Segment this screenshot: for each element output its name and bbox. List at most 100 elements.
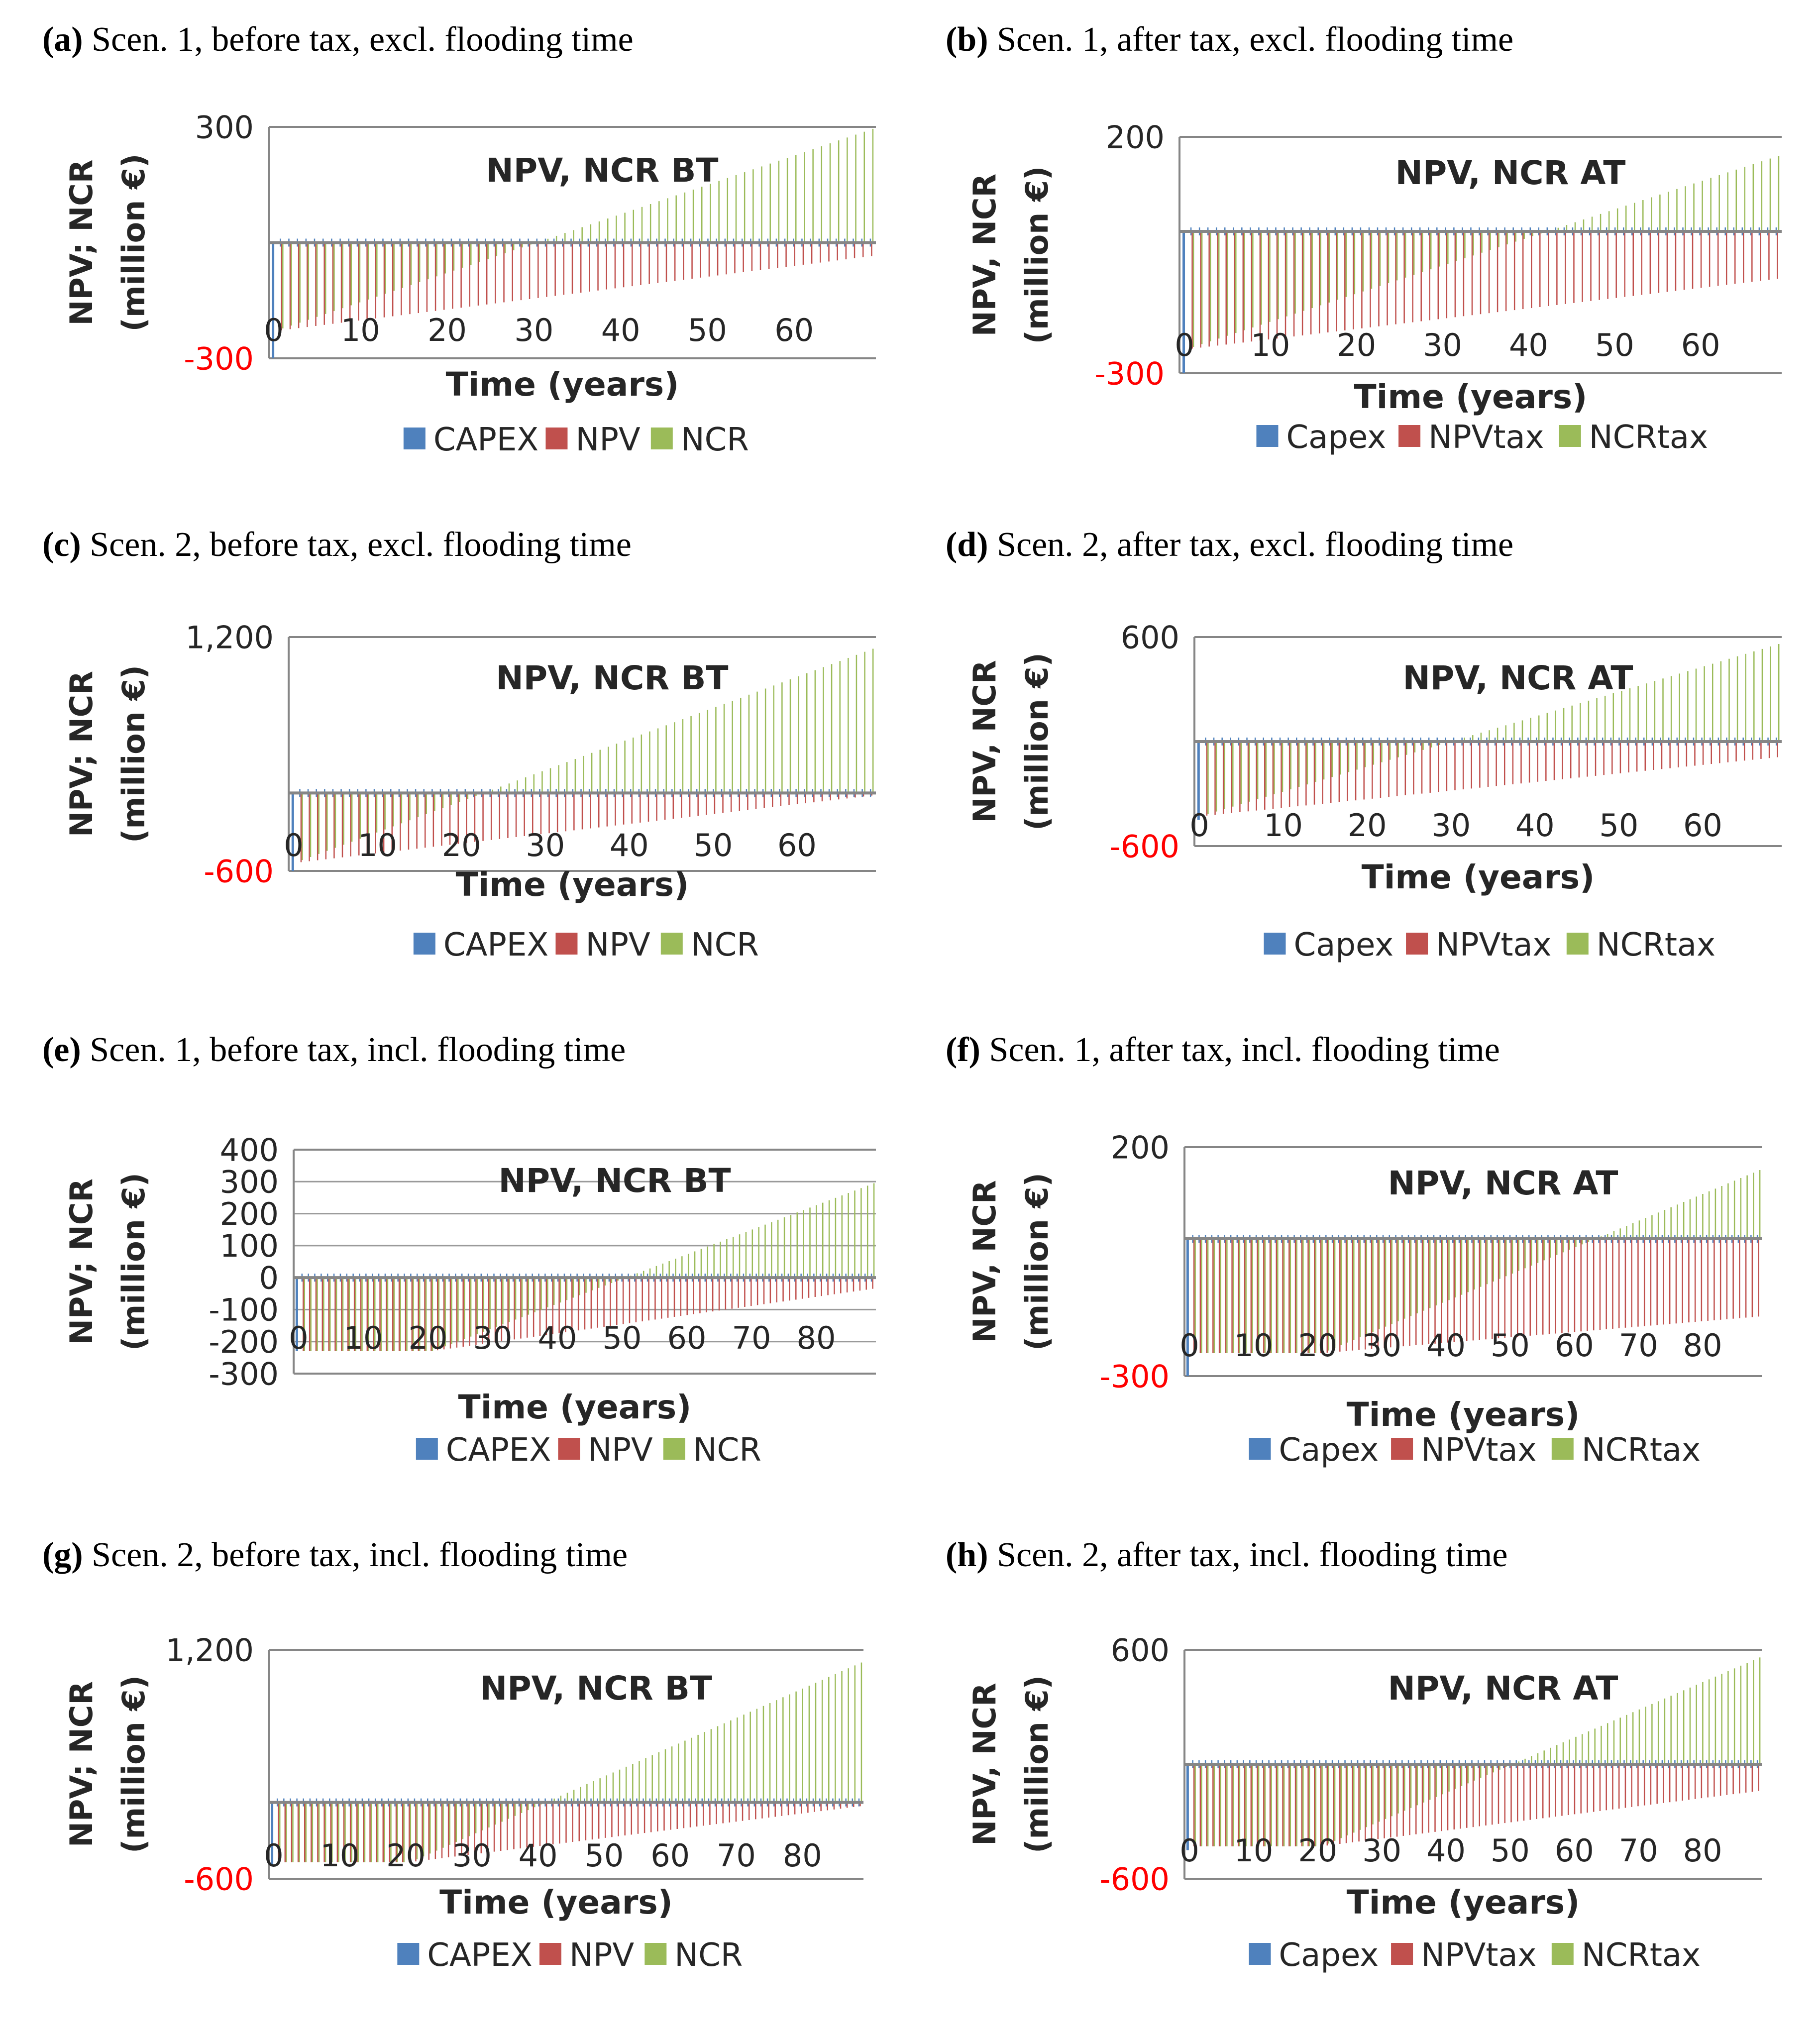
ncr-bar: [1740, 1666, 1742, 1764]
ncr-bar: [1201, 1764, 1202, 1846]
npv-bar: [689, 793, 691, 817]
npv-bar: [1378, 231, 1380, 326]
ncr-bar: [619, 1770, 621, 1803]
panel-e: (e) Scen. 1, before tax, incl. flooding …: [42, 1030, 938, 1533]
npv-bar: [1479, 1239, 1480, 1340]
legend-swatch: [1249, 1438, 1271, 1460]
npv-bar: [573, 793, 575, 830]
x-tick-label: 60: [650, 1837, 690, 1874]
npv-bar: [495, 243, 496, 304]
ncr-bar: [1721, 1674, 1722, 1764]
npv-bar: [606, 243, 607, 290]
x-tick-label: 50: [688, 312, 727, 348]
npv-bar: [1355, 742, 1357, 800]
ncr-bar: [1715, 1188, 1716, 1239]
ncr-bar: [1257, 742, 1259, 799]
npv-bar: [1676, 1764, 1677, 1802]
npv-bar: [328, 1278, 329, 1351]
ncr-bar: [1474, 1239, 1475, 1289]
ncr-bar: [1474, 1764, 1475, 1781]
x-tick-label: 20: [1298, 1327, 1337, 1364]
ncr-bar: [1307, 742, 1308, 784]
ncr-bar: [720, 1242, 721, 1278]
ncr-bar: [1601, 1726, 1602, 1764]
npv-bar: [565, 1803, 567, 1843]
npv-bar: [738, 1278, 739, 1308]
ncr-bar: [1718, 175, 1720, 231]
ncr-bar: [496, 243, 498, 256]
ncr-bar: [402, 243, 404, 288]
ncr-bar: [1744, 167, 1746, 231]
ncr-bar: [342, 243, 343, 309]
npv-bar: [514, 1278, 515, 1339]
ncr-bar: [1461, 1239, 1463, 1295]
x-tick-label: 0: [1179, 1832, 1199, 1869]
ncr-bar: [1464, 231, 1466, 258]
y-axis-label: NPV; NCR: [63, 1179, 100, 1345]
ncr-bar: [1448, 1764, 1450, 1792]
ncr-bar: [658, 201, 660, 242]
npv-bar: [607, 793, 608, 826]
npv-bar: [686, 1278, 688, 1315]
npv-bar: [1726, 231, 1727, 285]
npv-bar: [828, 243, 830, 262]
npv-bar: [1595, 742, 1597, 776]
npv-bar: [1466, 1239, 1468, 1341]
ncr-bar: [1605, 696, 1606, 742]
y-tick-label: -200: [209, 1324, 279, 1360]
legend-swatch: [663, 1438, 685, 1460]
npv-bar: [1549, 1764, 1550, 1818]
npv-bar: [309, 1278, 311, 1351]
ncr-bar: [394, 1278, 395, 1351]
npv-bar: [1223, 742, 1224, 814]
ncr-bar: [1278, 231, 1279, 319]
ncr-bar: [525, 777, 527, 793]
ncr-bar: [854, 1190, 856, 1278]
ncr-bar: [436, 243, 437, 277]
ncr-bar: [1218, 231, 1220, 338]
legend-label: NPV: [575, 422, 640, 458]
x-tick-label: 30: [473, 1320, 513, 1356]
legend-label: NPV: [588, 1432, 652, 1469]
legend-label: NCR: [674, 1937, 743, 1974]
x-tick-label: 80: [1683, 1327, 1722, 1364]
y-axis-label: NPV, NCR: [966, 1180, 1003, 1343]
x-tick-label: 60: [1555, 1327, 1594, 1364]
ncr-bar: [1277, 1239, 1279, 1353]
npv-bar: [1243, 231, 1244, 342]
npv-bar: [1658, 231, 1660, 293]
ncr-bar: [797, 1212, 798, 1278]
npv-bar: [1603, 742, 1605, 775]
npv-bar: [789, 1278, 790, 1300]
npv-bar: [1561, 1239, 1563, 1333]
x-tick-label: 60: [1681, 327, 1720, 363]
ncr-bar: [1505, 1239, 1507, 1276]
npv-bar: [1688, 1239, 1690, 1322]
npv-bar: [757, 1278, 758, 1305]
x-tick-label: 30: [452, 1837, 492, 1874]
ncr-bar: [509, 1278, 510, 1322]
ncr-bar: [1266, 742, 1267, 797]
npv-bar: [802, 1278, 803, 1298]
npv-bar: [405, 1278, 407, 1351]
ncr-bar: [713, 1244, 715, 1278]
x-tick-label: 20: [1298, 1832, 1337, 1869]
npv-bar: [1330, 742, 1332, 803]
npv-bar: [780, 793, 782, 806]
npv-bar: [1618, 1239, 1620, 1328]
x-tick-label: 10: [341, 312, 380, 348]
ncr-bar: [385, 243, 386, 294]
ncr-bar: [1461, 1764, 1463, 1786]
ncr-bar: [541, 771, 543, 793]
ncr-bar: [1613, 693, 1614, 742]
npv-bar: [1645, 742, 1646, 771]
ncr-bar: [822, 1680, 823, 1802]
ncr-bar: [667, 198, 668, 242]
x-tick-label: 10: [344, 1320, 383, 1356]
ncr-bar: [326, 793, 328, 851]
ncr-bar: [1315, 742, 1316, 782]
ncr-bar: [781, 682, 783, 793]
npv-bar: [486, 243, 488, 305]
ncr-bar: [449, 1803, 450, 1845]
x-tick-label: 10: [320, 1837, 359, 1874]
